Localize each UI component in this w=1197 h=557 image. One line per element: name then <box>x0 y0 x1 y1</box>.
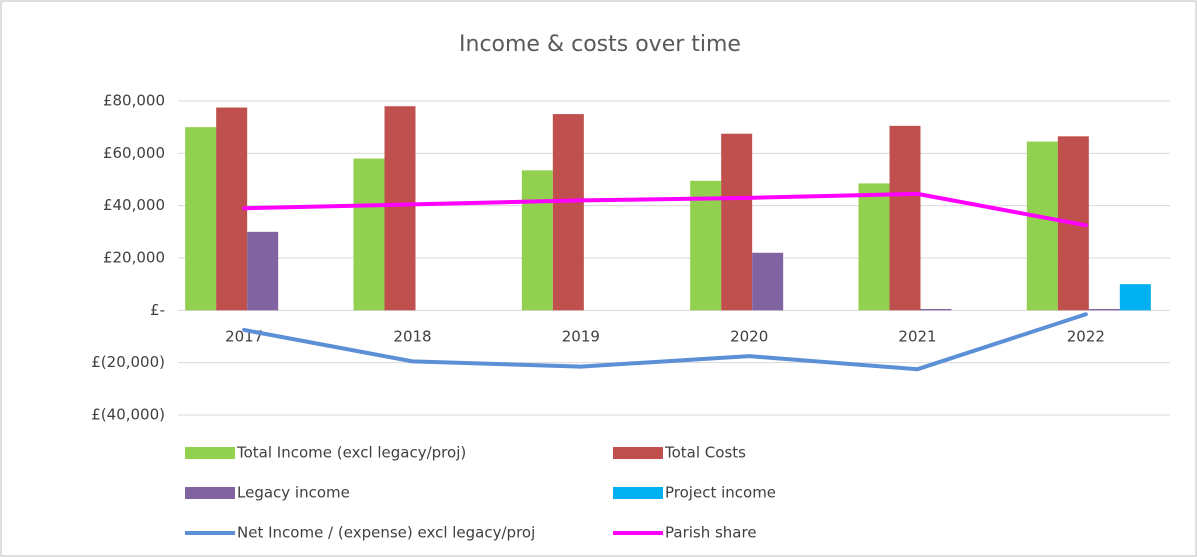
bar <box>185 127 217 311</box>
legend-marker <box>185 487 235 499</box>
bar <box>920 309 952 311</box>
line-series <box>242 312 1088 372</box>
legend-label: Total Income (excl legacy/proj) <box>236 444 466 462</box>
bar <box>752 252 784 311</box>
bar <box>1088 309 1120 311</box>
y-tick-label: £80,000 <box>103 92 165 110</box>
legend-label: Net Income / (expense) excl legacy/proj <box>237 524 535 542</box>
x-tick-label: 2019 <box>562 328 600 346</box>
bar <box>1119 284 1151 311</box>
bar <box>521 170 553 311</box>
bar <box>858 183 890 311</box>
legend-marker <box>613 447 663 459</box>
bar <box>889 125 921 311</box>
line-series <box>242 191 1088 228</box>
y-tick-label: £60,000 <box>103 144 165 162</box>
bar <box>1026 141 1058 311</box>
legend-label: Legacy income <box>237 484 350 502</box>
y-tick-label: £20,000 <box>103 249 165 267</box>
bar <box>384 106 416 311</box>
bar <box>552 114 584 311</box>
x-tick-label: 2021 <box>898 328 936 346</box>
bar <box>247 231 279 311</box>
legend-label: Total Costs <box>664 444 746 462</box>
bar <box>353 158 385 311</box>
bar <box>216 107 248 311</box>
bar <box>721 133 753 311</box>
x-tick-label: 2020 <box>730 328 768 346</box>
y-tick-label: £40,000 <box>103 196 165 214</box>
legend-marker <box>613 487 663 499</box>
legend-marker <box>185 447 235 459</box>
legend-label: Project income <box>665 484 776 502</box>
y-tick-label: £(20,000) <box>91 353 165 371</box>
x-tick-label: 2022 <box>1067 328 1105 346</box>
chart-title: Income & costs over time <box>459 32 741 57</box>
y-tick-label: £(40,000) <box>91 406 165 424</box>
legend-label: Parish share <box>665 524 757 542</box>
x-tick-label: 2018 <box>393 328 431 346</box>
y-tick-label: £- <box>150 301 165 319</box>
bar <box>690 180 722 311</box>
